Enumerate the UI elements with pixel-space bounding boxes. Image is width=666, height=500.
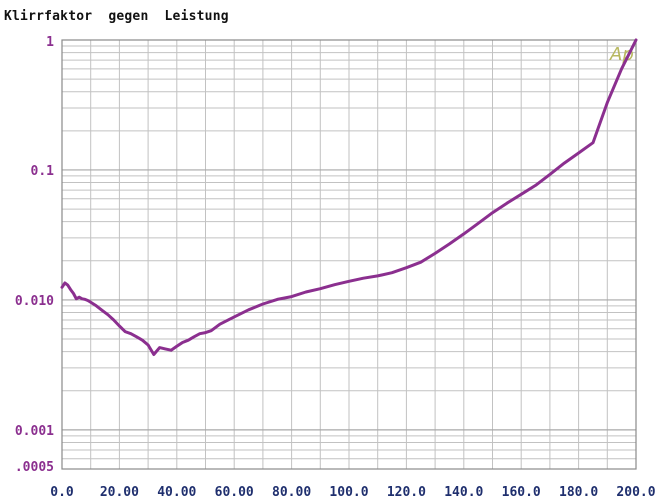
x-tick-label: 40.00 — [157, 485, 196, 500]
x-axis-ticks: 0.0 20.00 40.00 60.00 80.00 100.0 120.0 140.0 16… — [50, 485, 655, 500]
chart-title: Klirrfaktor gegen Leistung — [4, 9, 229, 24]
series-layer — [60, 38, 638, 356]
x-tick-label: 80.00 — [272, 485, 311, 500]
x-tick-label: 140.0 — [444, 485, 483, 500]
grid — [62, 40, 636, 469]
x-tick-label: 100.0 — [329, 485, 368, 500]
x-tick-label: 0.0 — [50, 485, 74, 500]
y-tick-label: 0.001 — [15, 424, 54, 439]
x-tick-label: 200.0 — [616, 485, 655, 500]
y-tick-label: .0005 — [15, 460, 54, 475]
y-axis-ticks: 1 0.1 0.010 0.001 .0005 — [15, 35, 54, 475]
y-tick-label: 1 — [46, 35, 54, 50]
y-tick-label: 0.1 — [31, 164, 55, 179]
plot-frame — [61, 39, 637, 470]
series-line — [60, 38, 638, 356]
x-tick-label: 160.0 — [502, 485, 541, 500]
x-tick-label: 120.0 — [387, 485, 426, 500]
y-tick-label: 0.010 — [15, 294, 54, 309]
x-tick-label: 20.00 — [100, 485, 139, 500]
x-tick-label: 180.0 — [559, 485, 598, 500]
x-tick-label: 60.00 — [215, 485, 254, 500]
